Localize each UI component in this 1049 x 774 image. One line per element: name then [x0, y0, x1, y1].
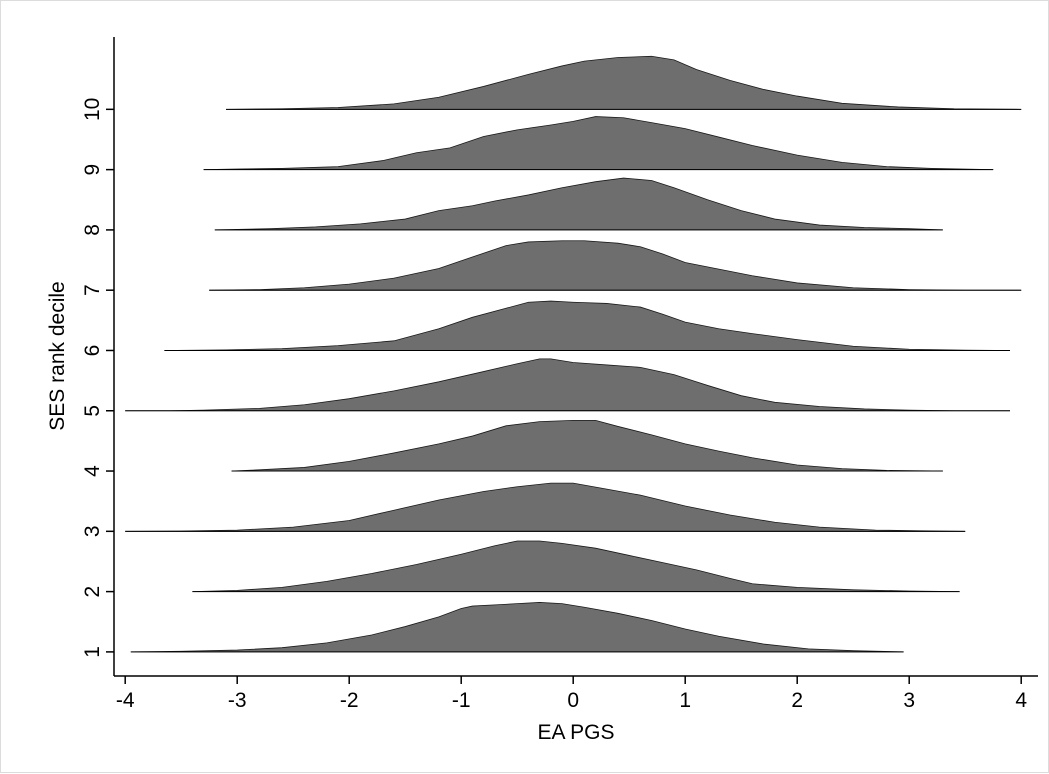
y-tick-label: 4 — [81, 465, 104, 477]
ridge-decile-2 — [192, 540, 960, 592]
y-tick-label: 5 — [81, 405, 104, 417]
y-tick-label: 9 — [81, 164, 104, 176]
x-tick-label: -3 — [228, 689, 247, 712]
ridge-decile-6 — [164, 300, 1011, 351]
x-tick-label: 3 — [903, 689, 915, 712]
x-tick-label: -2 — [340, 689, 359, 712]
ridge-decile-5 — [125, 358, 1010, 412]
x-tick-label: -4 — [116, 689, 135, 712]
x-axis-title: EA PGS — [537, 721, 614, 744]
ridge-decile-9 — [203, 116, 994, 171]
y-axis-title: SES rank decile — [46, 281, 69, 430]
x-tick-label: -1 — [452, 689, 471, 712]
x-tick-label: 4 — [1015, 689, 1027, 712]
y-tick-label: 6 — [81, 345, 104, 357]
ridge-decile-1 — [130, 602, 904, 653]
y-tick-label: 1 — [81, 646, 104, 658]
ridges-group — [125, 55, 1022, 653]
x-tick-label: 2 — [791, 689, 803, 712]
ridge-decile-3 — [125, 482, 966, 532]
y-tick-label: 10 — [81, 98, 104, 121]
ridge-decile-8 — [214, 177, 943, 231]
x-tick-label: 1 — [679, 689, 691, 712]
y-tick-label: 3 — [81, 525, 104, 537]
x-tick-label: 0 — [567, 689, 579, 712]
ridge-decile-7 — [209, 240, 1022, 291]
ridge-decile-4 — [231, 420, 943, 472]
y-tick-label: 2 — [81, 586, 104, 598]
axes-group: -4 -3 -2 -1 0 1 2 3 4 1 2 3 4 5 6 7 8 9 10 — [81, 37, 1038, 712]
ridge-decile-10 — [225, 55, 1022, 110]
y-tick-label: 7 — [81, 284, 104, 296]
y-tick-label: 8 — [81, 224, 104, 236]
